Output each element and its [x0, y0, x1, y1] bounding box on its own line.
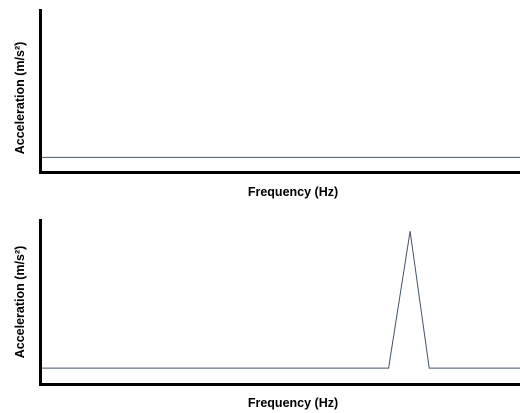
y-axis-title-bottom: Acceleration (m/s²) — [13, 246, 27, 359]
chart-bottom: Frequency (Hz) Acceleration (m/s²) — [13, 219, 520, 410]
y-axis-title-top: Acceleration (m/s²) — [13, 42, 27, 155]
series-line-bottom — [42, 231, 520, 369]
chart-top: Frequency (Hz) Acceleration (m/s²) — [13, 9, 520, 199]
x-axis-title-top: Frequency (Hz) — [248, 185, 338, 199]
x-axis-title-bottom: Frequency (Hz) — [248, 396, 338, 410]
